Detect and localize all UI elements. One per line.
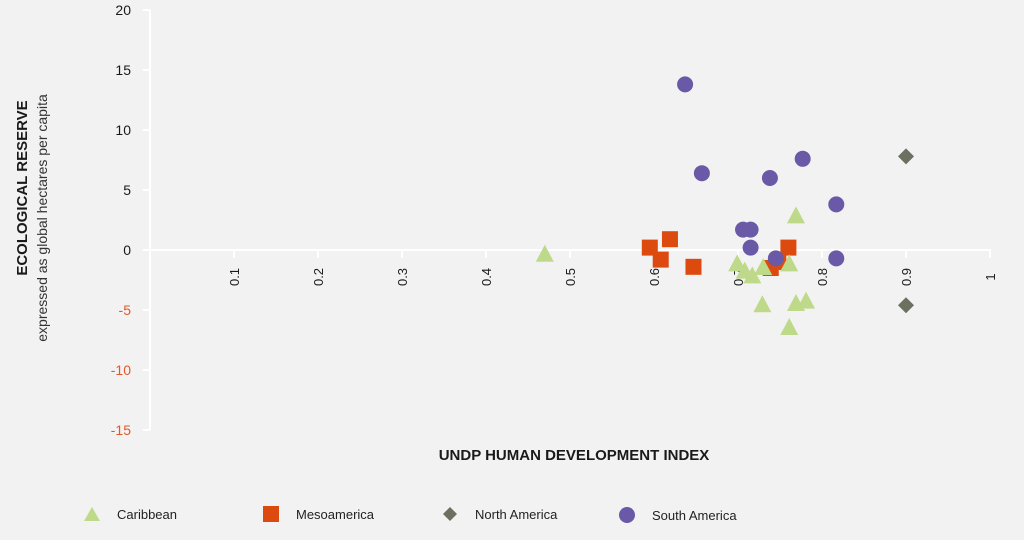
square-icon	[263, 506, 279, 522]
point-mesoamerica	[780, 239, 797, 256]
point-caribbean	[780, 318, 799, 335]
point-south-america	[767, 250, 784, 267]
point-caribbean	[786, 206, 805, 224]
point-south-america	[742, 221, 759, 238]
x-tick-label: 0.3	[395, 268, 410, 286]
point-south-america	[761, 170, 778, 186]
x-tick-label: 0.2	[311, 268, 326, 286]
x-tick-label: 1	[983, 273, 998, 280]
point-caribbean	[797, 291, 816, 309]
point-north-america	[898, 297, 914, 314]
point-caribbean	[535, 244, 554, 262]
x-axis-title: UNDP HUMAN DEVELOPMENT INDEX	[439, 447, 710, 464]
y-axis-subtitle: expressed as global hectares per capita	[34, 94, 50, 342]
x-tick-label: 0.8	[815, 268, 830, 286]
x-tick-label: 0.6	[647, 268, 662, 286]
point-south-america	[794, 150, 811, 167]
point-caribbean	[743, 266, 762, 284]
y-tick-label: 0	[123, 242, 131, 258]
point-caribbean	[728, 254, 747, 272]
circle-icon	[619, 507, 635, 523]
point-caribbean	[754, 258, 773, 275]
point-north-america	[898, 148, 914, 165]
data-marks	[535, 76, 914, 335]
point-caribbean	[780, 254, 799, 272]
y-tick-label: 15	[115, 62, 131, 78]
triangle-icon	[84, 507, 100, 521]
legend-item-north-america[interactable]: North America	[441, 506, 557, 522]
legend-label: Mesoamerica	[296, 506, 375, 522]
point-south-america	[828, 250, 845, 267]
y-axis-title: ECOLOGICAL RESERVE	[14, 100, 31, 275]
x-tick-label: 0.1	[227, 268, 242, 286]
point-south-america	[693, 165, 710, 182]
legend-label: South America	[652, 507, 737, 523]
point-mesoamerica	[661, 231, 678, 248]
diamond-icon	[443, 507, 457, 521]
point-caribbean	[753, 295, 772, 313]
y-tick-label: 10	[115, 122, 131, 138]
y-tick-label: -10	[111, 362, 131, 378]
point-mesoamerica	[685, 258, 702, 275]
legend-item-south-america[interactable]: South America	[618, 506, 737, 524]
x-tick-label: 0.4	[479, 268, 494, 286]
point-south-america	[742, 239, 759, 256]
y-tick-label: 20	[115, 2, 131, 18]
legend-item-caribbean[interactable]: Caribbean	[83, 506, 177, 522]
axes: 20151050-5-10-150.10.20.30.40.50.60.70.8…	[111, 2, 998, 438]
x-tick-label: 0.5	[563, 268, 578, 286]
x-tick-label: 0.9	[899, 268, 914, 286]
legend-label: North America	[475, 506, 558, 522]
legend-item-mesoamerica[interactable]: Mesoamerica	[262, 506, 374, 522]
legend: Caribbean Mesoamerica North America Sout…	[0, 506, 1024, 532]
point-mesoamerica	[652, 251, 669, 268]
y-tick-label: 5	[123, 182, 131, 198]
point-south-america	[677, 76, 694, 93]
point-south-america	[828, 196, 845, 213]
y-tick-label: -5	[119, 302, 132, 318]
y-tick-label: -15	[111, 422, 131, 438]
legend-label: Caribbean	[117, 506, 177, 522]
